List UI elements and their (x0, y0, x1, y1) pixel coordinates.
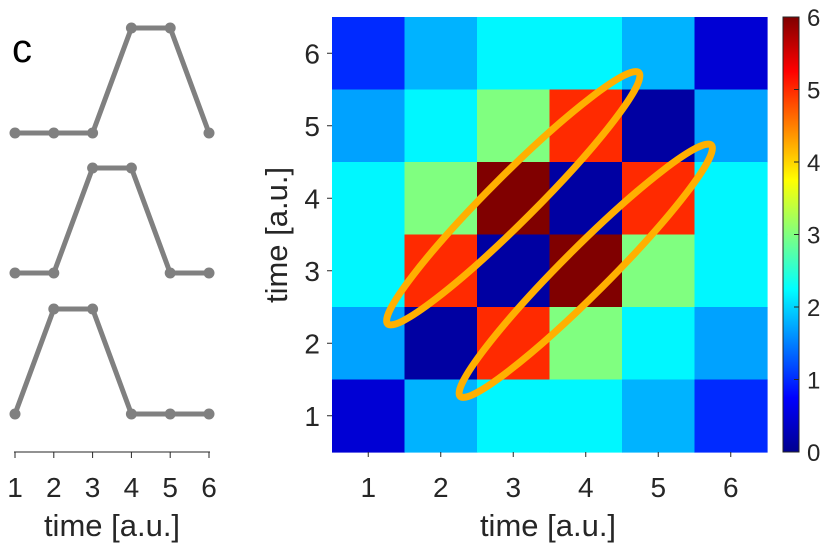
heatmap-cell (549, 234, 623, 308)
heatmap-cell (622, 307, 696, 381)
heatmap-cell (404, 379, 478, 453)
x-tick-label: 6 (201, 472, 217, 503)
heatmap-cell (622, 17, 696, 91)
colorbar-tick-label: 3 (807, 223, 820, 250)
x-tick-label: 1 (7, 472, 23, 503)
colorbar: 0 1 2 3 4 5 6 (782, 5, 820, 467)
line-point (9, 408, 21, 420)
heatmap-cell (694, 89, 768, 163)
line-point (48, 303, 60, 315)
line-point (164, 267, 176, 279)
x-tick-label: 2 (433, 472, 449, 503)
x-tick-label: 4 (578, 472, 594, 503)
line-series (12, 306, 212, 417)
colorbar-ticks: 0 1 2 3 4 5 6 (794, 5, 820, 467)
y-tick-label: 5 (304, 111, 320, 142)
heatmap-cell (332, 17, 406, 91)
heatmap-cell (622, 234, 696, 308)
heatmap-chart: 1 2 3 4 5 6 1 2 3 4 5 6 time [a.u.] time [a.u.] (259, 17, 768, 543)
heatmap-cell (477, 234, 551, 308)
panel-label: c (12, 27, 32, 71)
line-point (164, 408, 176, 420)
line-point (48, 127, 60, 139)
heatmap-cells (332, 17, 768, 453)
line-point (125, 22, 137, 34)
heatmap-x-ticks: 1 2 3 4 5 6 (360, 452, 739, 503)
line-point (48, 267, 60, 279)
line-point (203, 127, 215, 139)
line-point (9, 267, 21, 279)
line-point (164, 22, 176, 34)
heatmap-y-axis-label: time [a.u.] (259, 167, 294, 303)
heatmap-cell (477, 379, 551, 453)
colorbar-tick-label: 1 (807, 368, 820, 395)
heatmap-cell (549, 162, 623, 236)
heatmap-cell (549, 307, 623, 381)
heatmap-cell (622, 89, 696, 163)
heatmap-cell (477, 162, 551, 236)
x-tick-label: 5 (650, 472, 666, 503)
line-point (125, 162, 137, 174)
heatmap-cell (404, 307, 478, 381)
colorbar-tick-label: 5 (807, 78, 820, 105)
heatmap-cell (404, 162, 478, 236)
heatmap-cell (477, 17, 551, 91)
heatmap-cell (332, 162, 406, 236)
line-series (12, 165, 212, 276)
heatmap-cell (694, 307, 768, 381)
line-point (9, 127, 21, 139)
heatmap-cell (404, 89, 478, 163)
heatmap-cell (549, 379, 623, 453)
heatmap-cell (332, 307, 406, 381)
colorbar-tick-label: 2 (807, 295, 820, 322)
x-tick-label: 3 (85, 472, 101, 503)
y-tick-label: 2 (304, 328, 320, 359)
x-tick-label: 2 (46, 472, 62, 503)
x-tick-label: 6 (723, 472, 739, 503)
heatmap-cell (622, 379, 696, 453)
line-series-group (9, 22, 215, 420)
y-tick-label: 6 (304, 38, 320, 69)
colorbar-tick-label: 6 (807, 5, 820, 32)
heatmap-cell (332, 379, 406, 453)
x-tick-label: 1 (360, 472, 376, 503)
heatmap-cell (332, 89, 406, 163)
line-point (87, 303, 99, 315)
y-tick-label: 3 (304, 256, 320, 287)
heatmap-cell (694, 379, 768, 453)
line-point (87, 127, 99, 139)
x-tick-label: 5 (162, 472, 178, 503)
heatmap-cell (694, 234, 768, 308)
line-point (203, 267, 215, 279)
line-series (12, 25, 212, 136)
highlight-ellipses (383, 68, 716, 401)
heatmap-cell (694, 162, 768, 236)
x-tick-label: 4 (124, 472, 140, 503)
y-tick-label: 1 (304, 401, 320, 432)
line-point (203, 408, 215, 420)
heatmap-y-ticks: 1 2 3 4 5 6 (304, 38, 332, 432)
line-point (87, 162, 99, 174)
line-point (125, 408, 137, 420)
heatmap-cell (549, 17, 623, 91)
colorbar-tick-label: 0 (807, 440, 820, 467)
colorbar-tick-label: 4 (807, 150, 820, 177)
highlight-ellipse (383, 68, 644, 329)
heatmap-cell (694, 17, 768, 91)
line-plot-x-axis-label: time [a.u.] (44, 508, 180, 543)
heatmap-cell (332, 234, 406, 308)
highlight-ellipse (455, 140, 716, 401)
heatmap-cell (404, 17, 478, 91)
heatmap-cell (477, 89, 551, 163)
x-tick-label: 3 (505, 472, 521, 503)
heatmap-x-axis-label: time [a.u.] (480, 508, 616, 543)
y-tick-label: 4 (304, 183, 320, 214)
